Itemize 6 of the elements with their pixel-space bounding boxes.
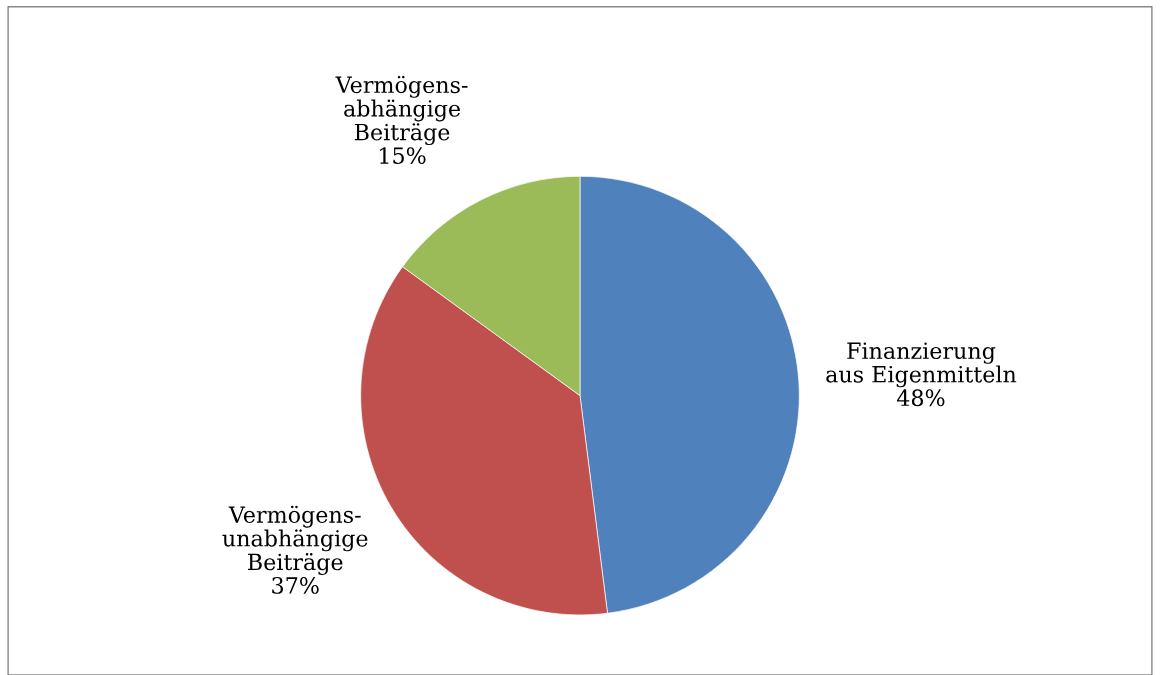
- data-label: 37%: [272, 577, 319, 594]
- data-label: 48%: [896, 389, 945, 407]
- slice-label: Finanzierung aus Eigenmitteln: [826, 342, 1017, 388]
- slice-label: Vermögens- unabhängige Beiträge: [222, 505, 368, 575]
- data-label: 15%: [380, 147, 426, 164]
- slice-label: Vermögens- abhängige Beiträge: [335, 75, 468, 146]
